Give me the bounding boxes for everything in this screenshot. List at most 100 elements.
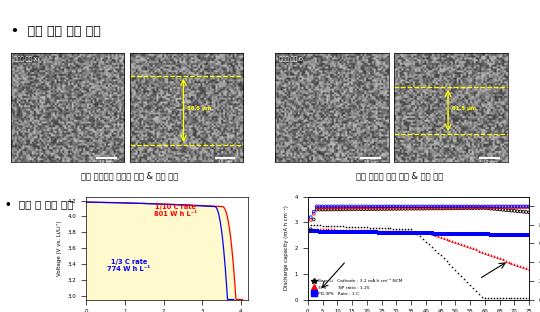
Point: [430, 232, 439, 237]
Point: [481, 206, 489, 211]
Point: [342, 230, 350, 235]
Point: [475, 292, 483, 297]
Point: [472, 247, 481, 252]
Point: [380, 204, 389, 209]
Point: [489, 204, 498, 209]
Point: [368, 230, 377, 235]
Point: [318, 229, 327, 234]
Text: 리툰 수지상 형성 억제 & 부피 유지: 리툰 수지상 형성 억제 & 부피 유지: [356, 172, 443, 181]
Point: [395, 230, 403, 235]
Point: [428, 204, 436, 209]
Point: [481, 205, 489, 210]
Point: [445, 261, 454, 266]
Point: [498, 232, 507, 237]
Point: [457, 205, 465, 210]
Point: [377, 204, 386, 209]
Point: [356, 230, 365, 235]
Point: [413, 231, 421, 236]
Point: [350, 204, 359, 209]
Point: [321, 229, 330, 234]
Point: [380, 228, 389, 233]
Y-axis label: Discharge capacity (mA h cm⁻²): Discharge capacity (mA h cm⁻²): [284, 206, 289, 290]
Point: [404, 206, 413, 211]
Point: [472, 206, 481, 211]
Point: [498, 207, 507, 212]
Point: [513, 262, 522, 267]
Point: [383, 204, 392, 209]
Point: [451, 232, 460, 236]
Point: [380, 230, 389, 235]
Point: [354, 230, 362, 235]
Point: [324, 227, 333, 232]
Point: [374, 207, 383, 212]
Point: [445, 205, 454, 210]
Point: [333, 204, 342, 209]
Point: [327, 204, 336, 209]
Point: [513, 232, 522, 237]
Point: [383, 205, 392, 210]
Point: [448, 204, 457, 209]
Point: [372, 204, 380, 209]
Point: [498, 296, 507, 301]
Point: [466, 205, 475, 210]
Point: [321, 207, 330, 212]
Point: [407, 227, 415, 232]
Point: [422, 204, 430, 209]
Point: [383, 228, 392, 233]
Point: [354, 205, 362, 210]
Point: [498, 257, 507, 262]
Point: [321, 205, 330, 210]
Point: [448, 238, 457, 243]
Point: [416, 231, 424, 236]
Point: [478, 205, 487, 210]
Point: [454, 204, 463, 209]
Point: [445, 206, 454, 211]
Point: [451, 239, 460, 244]
Point: [356, 228, 365, 233]
Point: [416, 206, 424, 211]
Point: [410, 229, 418, 234]
Point: [318, 227, 327, 232]
Point: [345, 205, 354, 210]
Point: [469, 286, 477, 291]
Point: [362, 228, 371, 233]
Point: [389, 207, 398, 212]
Point: [362, 204, 371, 209]
Point: [430, 231, 439, 236]
Point: [516, 209, 525, 214]
Point: [312, 223, 321, 228]
Point: [348, 230, 356, 235]
Point: [327, 229, 336, 234]
Point: [436, 231, 445, 236]
Point: [472, 204, 481, 209]
Point: [342, 224, 350, 229]
Point: [495, 204, 504, 209]
Point: [416, 204, 424, 209]
Point: [463, 204, 471, 209]
Point: [422, 206, 430, 211]
Point: [306, 217, 315, 222]
Point: [483, 232, 492, 237]
Point: [350, 224, 359, 229]
Point: [389, 204, 398, 209]
Point: [389, 205, 398, 210]
Point: [386, 204, 395, 209]
Point: [445, 204, 454, 209]
Point: [472, 205, 481, 210]
Point: [404, 205, 413, 210]
Point: [401, 227, 409, 232]
Point: [327, 207, 336, 212]
Point: [360, 207, 368, 212]
Point: [492, 207, 501, 212]
Point: [401, 205, 409, 210]
Point: [392, 205, 401, 210]
Point: [306, 227, 315, 232]
Point: [404, 204, 413, 209]
Point: [428, 206, 436, 211]
Point: [315, 223, 324, 228]
Point: [445, 237, 454, 242]
Point: [339, 207, 348, 212]
Point: [457, 206, 465, 211]
Point: [492, 232, 501, 237]
Point: [507, 260, 516, 265]
